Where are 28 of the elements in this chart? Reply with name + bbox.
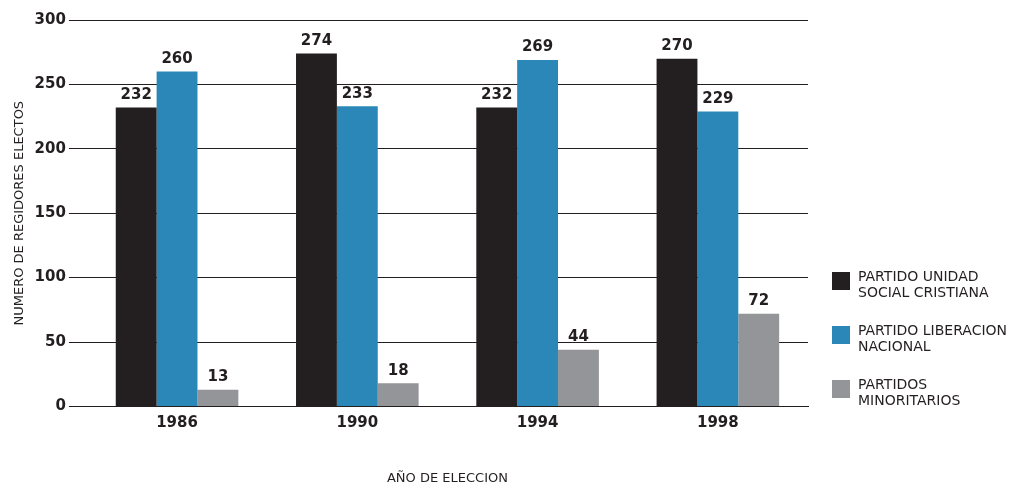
data-label: 232: [481, 84, 513, 103]
data-label: 232: [120, 84, 152, 103]
x-tick-label: 1994: [516, 413, 559, 432]
data-label: 270: [661, 36, 693, 55]
x-axis-title: AÑO DE ELECCION: [386, 469, 508, 485]
data-label: 13: [207, 367, 229, 386]
x-tick-label: 1986: [156, 413, 198, 432]
data-label: 260: [161, 48, 193, 67]
y-tick-label: 50: [45, 331, 66, 350]
data-label: 269: [521, 37, 554, 56]
data-label: 72: [748, 291, 770, 310]
data-label: 229: [702, 88, 734, 107]
data-label: 44: [568, 327, 589, 346]
data-label: 18: [387, 360, 409, 379]
data-label: 274: [300, 30, 333, 49]
legend-label: PARTIDO LIBERACION NACIONAL: [858, 322, 1009, 354]
x-tick-label: 1998: [696, 413, 739, 432]
y-tick-label: 150: [34, 203, 66, 222]
y-tick-label: 100: [34, 267, 66, 286]
y-tick-label: 200: [34, 138, 66, 157]
legend-label: PARTIDO UNIDAD SOCIAL CRISTIANA: [858, 268, 990, 300]
y-tick-label: 0: [55, 396, 66, 415]
y-tick-label: 250: [34, 74, 66, 93]
data-label: 233: [341, 83, 373, 102]
y-tick-label: 300: [34, 9, 66, 28]
y-axis-title: NUMERO DE REGIDORES ELECTOS: [11, 100, 27, 326]
legend-label: PARTIDOS MINORITARIOS: [858, 376, 962, 408]
x-tick-label: 1990: [336, 413, 379, 432]
